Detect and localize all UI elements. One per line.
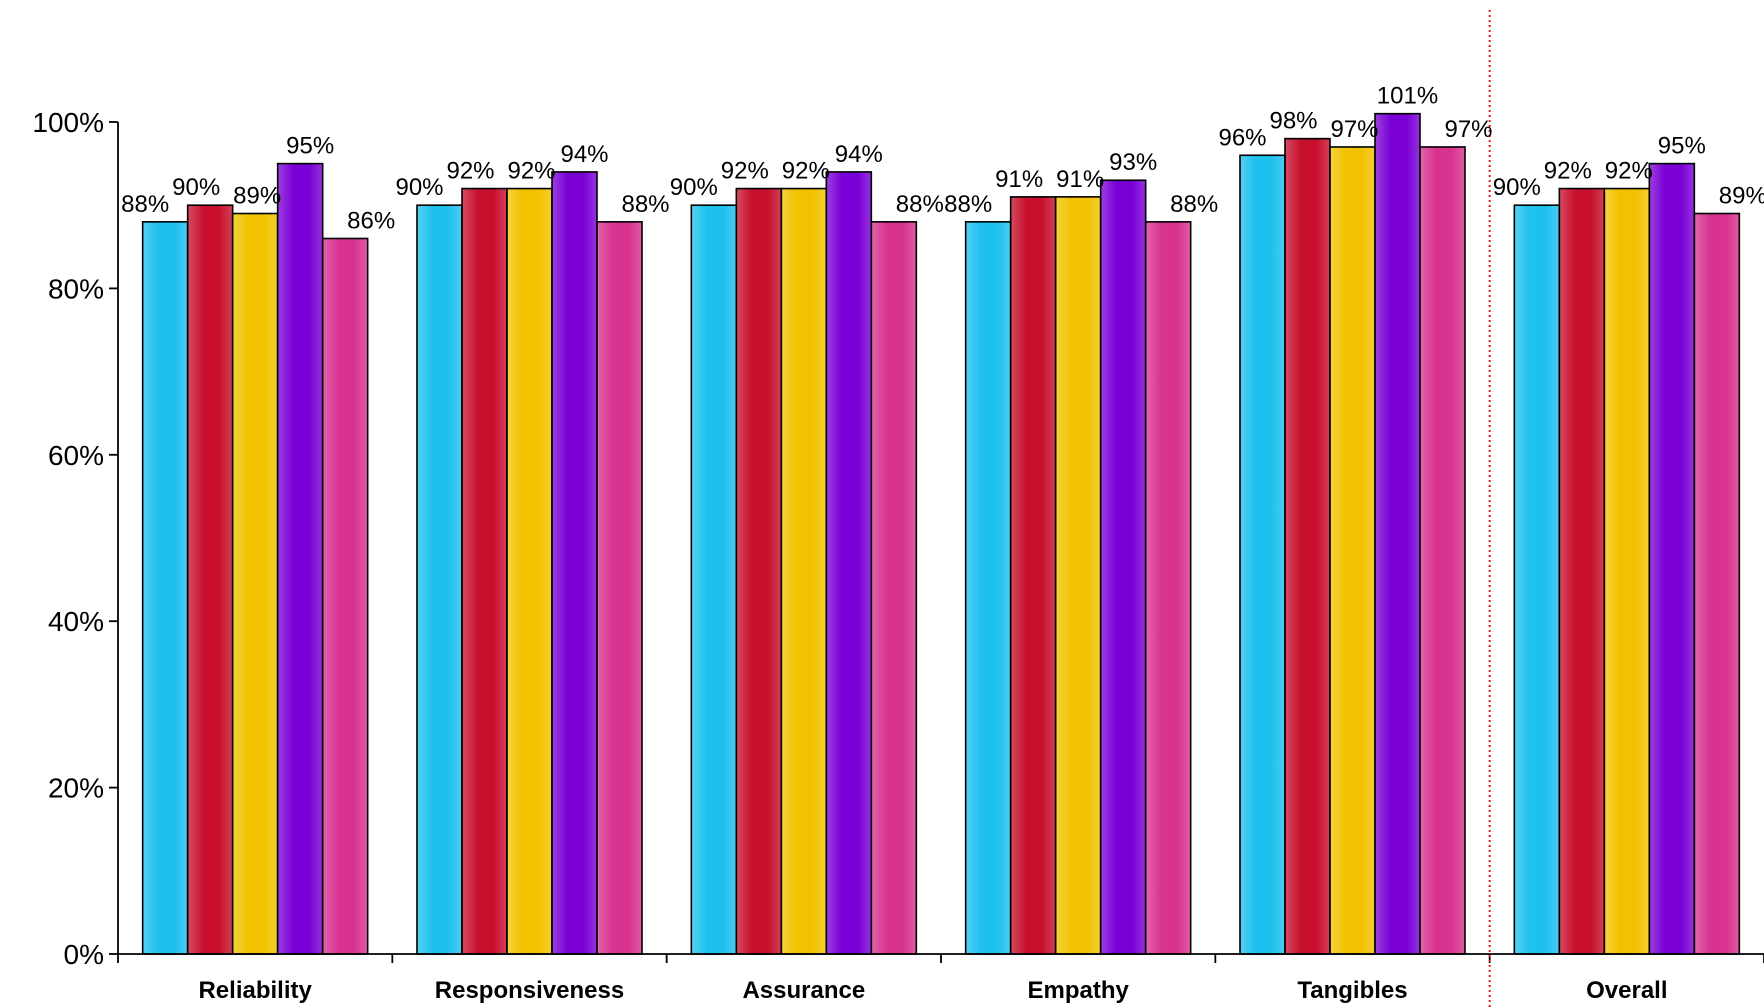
bar-reliability-s3 <box>231 212 279 955</box>
data-label-empathy-s4: 93% <box>1109 149 1157 176</box>
data-label-empathy-s3: 91% <box>1056 166 1104 193</box>
category-label-assurance: Assurance <box>742 977 865 1004</box>
bar-overall-s3 <box>1603 187 1651 955</box>
category-label-overall: Overall <box>1586 977 1667 1004</box>
data-label-reliability-s4: 95% <box>286 133 334 160</box>
category-label-empathy: Empathy <box>1027 977 1129 1004</box>
bar-responsiveness-s1 <box>416 204 463 955</box>
data-label-empathy-s5: 88% <box>1170 191 1218 218</box>
bar-empathy-s1 <box>964 221 1012 955</box>
bar-overall-s4 <box>1648 162 1696 955</box>
data-label-reliability-s1: 88% <box>121 191 169 218</box>
bar-assurance-s1 <box>690 204 738 955</box>
bar-assurance-s5 <box>870 221 918 955</box>
data-label-empathy-s1: 88% <box>944 191 992 218</box>
y-tick-label: 80% <box>48 273 104 304</box>
bar-overall-s5 <box>1693 212 1741 955</box>
data-label-responsiveness-s5: 88% <box>621 191 669 218</box>
bar-assurance-s4 <box>825 171 873 955</box>
bar-reliability-s2 <box>186 204 234 955</box>
bar-assurance-s2 <box>735 187 783 955</box>
data-label-reliability-s3: 89% <box>233 183 281 210</box>
category-label-reliability: Reliability <box>198 977 312 1004</box>
bar-reliability-s1 <box>141 221 189 955</box>
bars-group <box>141 112 1741 955</box>
data-label-assurance-s4: 94% <box>835 141 883 168</box>
y-tick-label: 0% <box>64 939 104 970</box>
data-label-tangibles-s5: 97% <box>1444 116 1492 143</box>
data-label-overall-s3: 92% <box>1605 158 1653 185</box>
bar-responsiveness-s4 <box>551 171 598 955</box>
data-label-responsiveness-s4: 94% <box>560 141 608 168</box>
y-tick-label: 60% <box>48 440 104 471</box>
data-label-tangibles-s4: 101% <box>1377 83 1438 110</box>
bar-responsiveness-s2 <box>461 187 508 955</box>
y-tick-label: 100% <box>32 107 104 138</box>
data-label-empathy-s2: 91% <box>995 166 1043 193</box>
bar-tangibles-s2 <box>1284 137 1331 955</box>
bar-empathy-s4 <box>1099 179 1147 955</box>
x-axis: Reliability Responsiveness Assurance Empath… <box>117 10 1764 1007</box>
bar-reliability-s4 <box>276 162 324 955</box>
data-label-tangibles-s3: 97% <box>1330 116 1378 143</box>
data-label-reliability-s2: 90% <box>172 174 220 201</box>
data-label-assurance-s5: 88% <box>896 191 944 218</box>
bar-responsiveness-s3 <box>506 187 553 955</box>
y-axis: 0% 20% 40% 60% 80% 100% <box>32 107 119 970</box>
bar-tangibles-s4 <box>1374 112 1421 955</box>
data-label-responsiveness-s1: 90% <box>395 174 443 201</box>
bar-assurance-s3 <box>780 187 828 955</box>
data-label-responsiveness-s3: 92% <box>507 158 555 185</box>
data-label-assurance-s3: 92% <box>782 158 830 185</box>
bar-tangibles-s1 <box>1239 154 1286 955</box>
data-label-tangibles-s2: 98% <box>1269 108 1317 135</box>
data-label-overall-s2: 92% <box>1544 158 1592 185</box>
bar-overall-s2 <box>1558 187 1606 955</box>
bar-tangibles-s5 <box>1419 146 1466 955</box>
bar-reliability-s5 <box>321 237 369 955</box>
y-tick-label: 40% <box>48 606 104 637</box>
data-label-overall-s1: 90% <box>1493 174 1541 201</box>
data-labels-group: 88%90% 89%95%86%90%92% 92%94%88%90%92% 92%9… <box>121 83 1764 235</box>
data-label-reliability-s5: 86% <box>347 207 395 234</box>
data-label-responsiveness-s2: 92% <box>446 158 494 185</box>
data-label-assurance-s1: 90% <box>670 174 718 201</box>
y-tick-label: 20% <box>48 773 104 804</box>
bar-empathy-s3 <box>1054 196 1102 955</box>
data-label-overall-s5: 89% <box>1719 183 1764 210</box>
data-label-tangibles-s1: 96% <box>1218 124 1266 151</box>
bar-tangibles-s3 <box>1329 146 1376 955</box>
bar-overall-s1 <box>1513 204 1561 955</box>
category-label-responsiveness: Responsiveness <box>435 977 624 1004</box>
bar-responsiveness-s5 <box>596 221 643 955</box>
data-label-overall-s4: 95% <box>1658 133 1706 160</box>
data-label-assurance-s2: 92% <box>721 158 769 185</box>
bar-empathy-s5 <box>1144 221 1192 955</box>
bar-empathy-s2 <box>1009 196 1057 955</box>
category-label-tangibles: Tangibles <box>1297 977 1407 1004</box>
